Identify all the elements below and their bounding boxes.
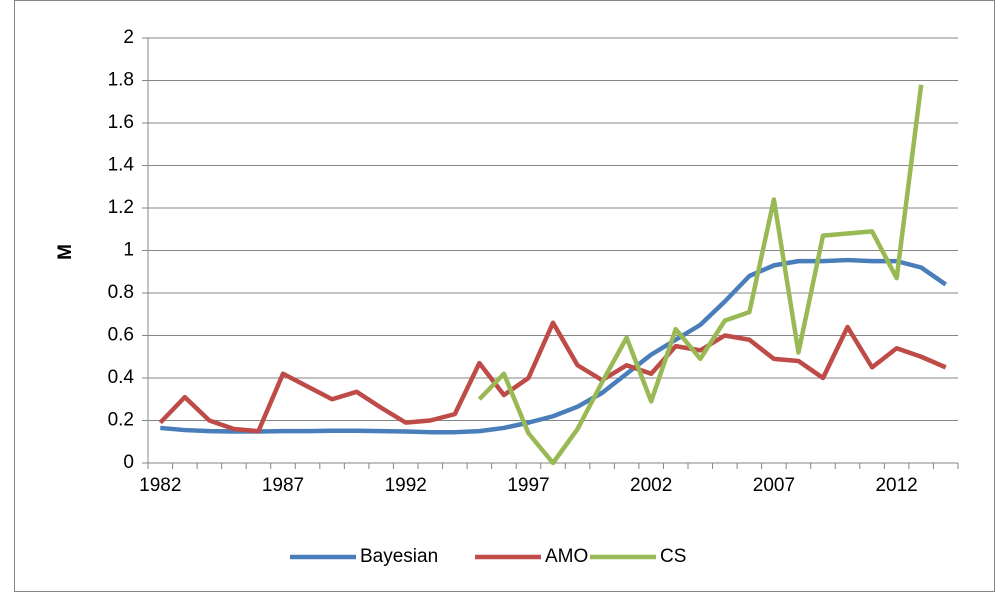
y-tick-label: 0.8 [108, 282, 134, 303]
series-line [477, 84, 924, 466]
y-tick-label: 1 [123, 240, 134, 261]
y-tick-label: 1.8 [108, 70, 134, 91]
x-tick-label: 1992 [385, 475, 427, 496]
series-line [160, 257, 948, 435]
x-tick-label: 2002 [630, 475, 672, 496]
y-axis-label: M [55, 244, 76, 260]
series-line [158, 320, 947, 434]
legend-label: CS [660, 546, 686, 567]
x-tick-label: 1997 [507, 475, 549, 496]
y-tick-label: 0.4 [108, 367, 135, 388]
y-tick-label: 0 [123, 452, 134, 473]
x-tick-label: 1982 [139, 475, 181, 496]
chart-border [14, 0, 995, 592]
y-tick-label: 2 [123, 27, 134, 48]
x-tick-label: 2012 [875, 475, 917, 496]
x-tick-label: 2007 [753, 475, 795, 496]
legend-label: AMO [545, 546, 588, 567]
legend-label: Bayesian [360, 546, 438, 567]
y-tick-label: 1.6 [108, 112, 134, 133]
x-tick-label: 1987 [262, 475, 304, 496]
y-tick-label: 0.6 [108, 325, 134, 346]
y-tick-label: 1.4 [108, 155, 135, 176]
y-tick-label: 0.2 [108, 410, 134, 431]
y-tick-label: 1.2 [108, 197, 134, 218]
